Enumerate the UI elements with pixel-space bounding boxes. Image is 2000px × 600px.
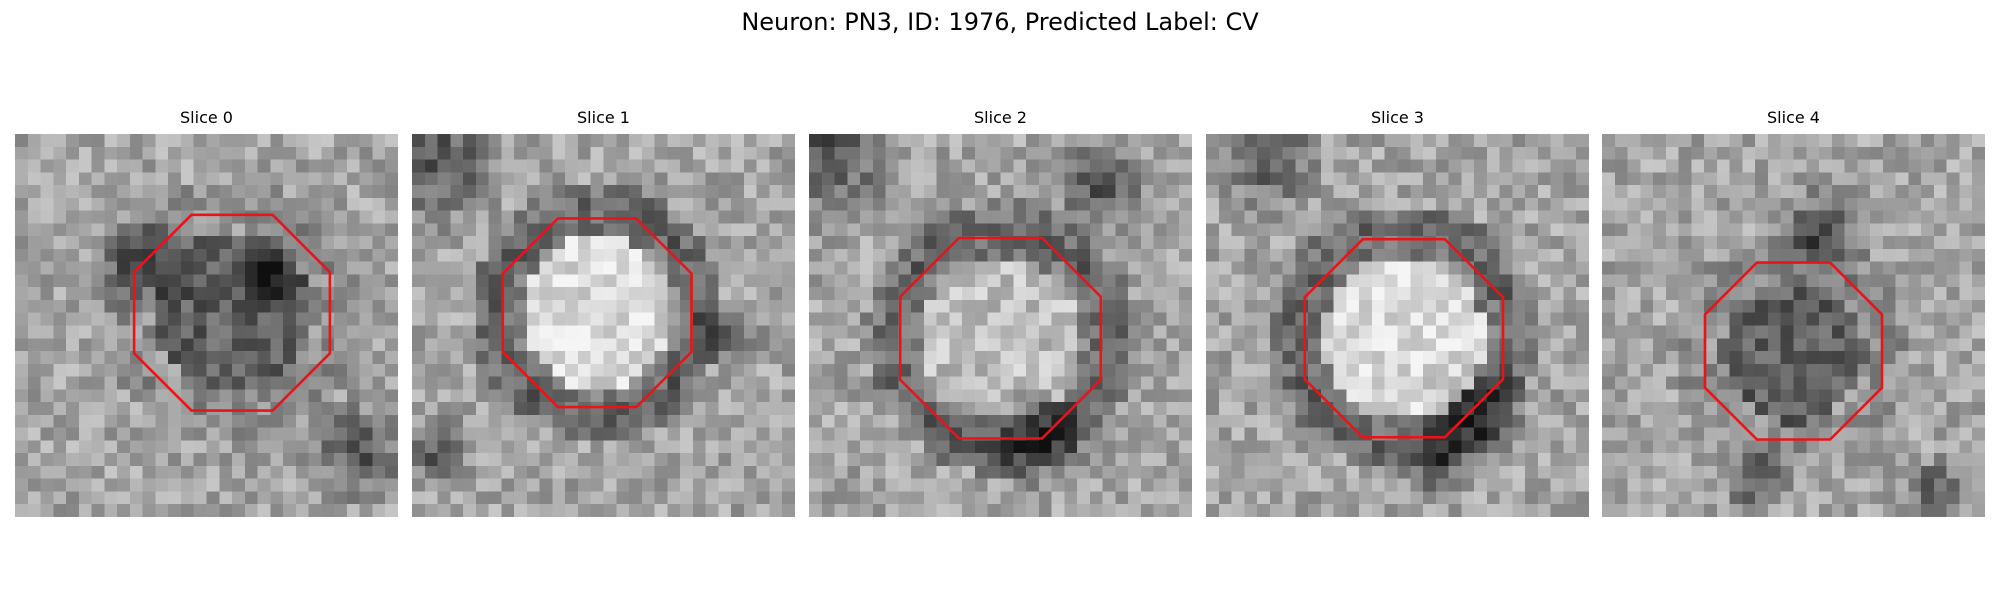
slice-title: Slice 4 <box>1767 108 1820 127</box>
slice-svg <box>1206 134 1589 517</box>
slice-title: Slice 1 <box>577 108 630 127</box>
contour-octagon <box>898 236 1103 440</box>
contour-octagon <box>132 213 332 412</box>
slice-panel-2: Slice 2 <box>809 108 1192 517</box>
slice-image <box>809 134 1192 517</box>
slice-title: Slice 2 <box>974 108 1027 127</box>
contour-octagon <box>1303 237 1505 439</box>
slice-image <box>412 134 795 517</box>
slice-panel-1: Slice 1 <box>412 108 795 517</box>
slice-svg <box>809 134 1192 517</box>
slice-title: Slice 0 <box>180 108 233 127</box>
slice-image <box>15 134 398 517</box>
slice-svg <box>15 134 398 517</box>
slice-image <box>1602 134 1985 517</box>
slice-panel-3: Slice 3 <box>1206 108 1589 517</box>
slice-panel-0: Slice 0 <box>15 108 398 517</box>
contour-octagon <box>1703 261 1884 441</box>
slice-svg <box>1602 134 1985 517</box>
contour-octagon <box>501 217 693 409</box>
slice-svg <box>412 134 795 517</box>
slice-title: Slice 3 <box>1371 108 1424 127</box>
slice-image <box>1206 134 1589 517</box>
figure-title: Neuron: PN3, ID: 1976, Predicted Label: … <box>741 8 1259 36</box>
slice-panel-4: Slice 4 <box>1602 108 1985 517</box>
